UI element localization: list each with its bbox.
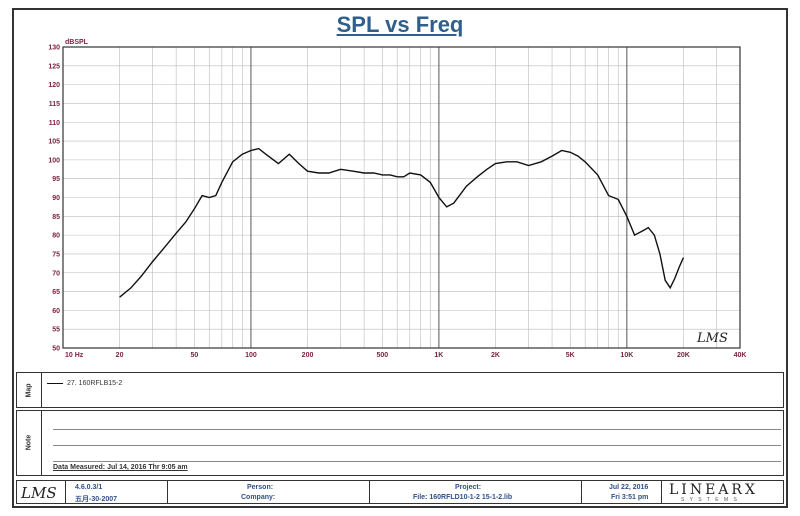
y-tick-label: 65	[52, 289, 60, 296]
outer-frame	[12, 8, 788, 508]
y-tick-label: 55	[52, 327, 60, 334]
x-tick-label: 10K	[620, 352, 633, 359]
x-tick-label: 40K	[734, 352, 747, 359]
x-tick-label: 100	[245, 352, 257, 359]
y-tick-label: 120	[48, 82, 60, 89]
legend-swatch	[47, 383, 63, 384]
y-tick-label: 70	[52, 270, 60, 277]
company-label: Company:	[241, 494, 276, 501]
notes-panel: Note Data Measured: Jul 14, 2016 Thr 9:0…	[16, 410, 784, 476]
file-label: File: 160RFLD10-1-2 15-1-2.lib	[413, 494, 513, 501]
y-tick-label: 125	[48, 63, 60, 70]
y-tick-label: 105	[48, 139, 60, 146]
y-tick-label: 110	[49, 120, 60, 127]
y-tick-label: 95	[52, 176, 60, 183]
brand-subtitle: S Y S T E M S	[681, 497, 739, 503]
x-tick-label: 50	[190, 352, 198, 359]
y-tick-label: 50	[52, 346, 60, 353]
x-tick-label: 20K	[677, 352, 690, 359]
person-label: Person:	[247, 484, 274, 491]
print-time: Fri 3:51 pm	[611, 494, 649, 501]
y-tick-label: 60	[52, 308, 60, 315]
footer-bar: LMS 4.6.0.3/1 五月-30-2007 Person: Company…	[16, 480, 784, 504]
plot-area	[62, 46, 741, 349]
project-label: Project:	[455, 484, 482, 491]
y-tick-label: 115	[49, 101, 60, 108]
x-tick-label: 500	[376, 352, 388, 359]
y-tick-label: 80	[52, 233, 60, 240]
legend-panel-label: Map	[25, 383, 33, 398]
x-tick-label: 20	[116, 352, 124, 359]
x-tick-label: 200	[302, 352, 314, 359]
y-tick-label: 100	[48, 157, 60, 164]
series-line	[119, 147, 685, 298]
x-tick-label: 1K	[434, 352, 443, 359]
legend-entry: 27. 160RFLB15-2	[47, 380, 122, 387]
chart-title: SPL vs Freq	[336, 12, 464, 37]
x-tick-label: 5K	[566, 352, 575, 359]
notes-panel-label: Note	[25, 434, 33, 451]
y-tick-label: 85	[52, 214, 60, 221]
legend-panel: Map 27. 160RFLB15-2	[16, 372, 784, 408]
x-tick-label: 2K	[491, 352, 500, 359]
x-tick-label: 10 Hz	[65, 352, 84, 359]
brand-logo: LINEARX	[669, 482, 758, 498]
version-date: 五月-30-2007	[75, 496, 118, 503]
footer-logo: LMS	[21, 484, 57, 502]
measured-date: Data Measured: Jul 14, 2016 Thr 9:05 am	[53, 464, 188, 471]
y-axis-label: dBSPL	[65, 39, 89, 46]
y-tick-label: 90	[52, 195, 60, 202]
lms-watermark: LMS	[696, 331, 728, 346]
legend-entry-label: 27. 160RFLB15-2	[67, 380, 123, 387]
y-tick-label: 130	[48, 45, 60, 52]
print-date: Jul 22, 2016	[609, 484, 649, 491]
software-version: 4.6.0.3/1	[75, 484, 103, 491]
y-tick-label: 75	[52, 251, 60, 258]
